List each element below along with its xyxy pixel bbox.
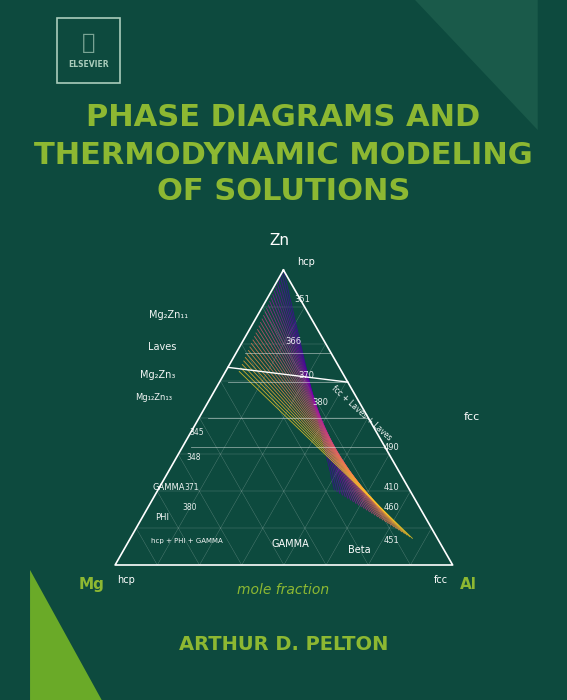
Text: hcp: hcp bbox=[297, 257, 315, 267]
Text: GAMMA: GAMMA bbox=[153, 483, 185, 492]
Polygon shape bbox=[415, 0, 538, 130]
Text: ARTHUR D. PELTON: ARTHUR D. PELTON bbox=[179, 636, 388, 654]
Text: 🌳: 🌳 bbox=[82, 33, 95, 52]
Text: 348: 348 bbox=[187, 453, 201, 462]
Text: Laves: Laves bbox=[149, 342, 177, 352]
Text: 380: 380 bbox=[312, 398, 328, 407]
Text: 345: 345 bbox=[189, 428, 204, 437]
Text: 410: 410 bbox=[384, 483, 400, 492]
Text: fcc: fcc bbox=[463, 412, 480, 422]
Text: Al: Al bbox=[460, 577, 477, 592]
Text: 380: 380 bbox=[182, 503, 197, 512]
Text: PHASE DIAGRAMS AND: PHASE DIAGRAMS AND bbox=[86, 104, 481, 132]
Text: Mg₂Zn₃: Mg₂Zn₃ bbox=[139, 370, 175, 380]
Text: ELSEVIER: ELSEVIER bbox=[68, 60, 108, 69]
Text: 351: 351 bbox=[294, 295, 310, 304]
Text: hcp + PHI + GAMMA: hcp + PHI + GAMMA bbox=[151, 538, 223, 544]
Text: Mg₁₂Zn₁₃: Mg₁₂Zn₁₃ bbox=[135, 393, 172, 402]
Text: fcc: fcc bbox=[434, 575, 448, 585]
Text: Beta: Beta bbox=[348, 545, 370, 555]
Text: 371: 371 bbox=[184, 483, 198, 492]
Text: mole fraction: mole fraction bbox=[238, 583, 329, 597]
Text: 366: 366 bbox=[285, 337, 301, 346]
Text: OF SOLUTIONS: OF SOLUTIONS bbox=[156, 178, 410, 206]
Text: THERMODYNAMIC MODELING: THERMODYNAMIC MODELING bbox=[34, 141, 533, 169]
Text: 451: 451 bbox=[384, 536, 400, 545]
Text: 370: 370 bbox=[299, 371, 315, 380]
Text: Mg₂Zn₁₁: Mg₂Zn₁₁ bbox=[149, 310, 188, 320]
Polygon shape bbox=[30, 570, 101, 700]
Text: fcc + Laves + Laves: fcc + Laves + Laves bbox=[330, 384, 393, 442]
Text: 490: 490 bbox=[384, 443, 400, 452]
Text: Mg: Mg bbox=[78, 577, 104, 592]
Text: GAMMA: GAMMA bbox=[272, 539, 310, 549]
Text: hcp: hcp bbox=[117, 575, 135, 585]
Text: Zn: Zn bbox=[269, 233, 289, 248]
Text: PHI: PHI bbox=[155, 513, 170, 522]
Text: 460: 460 bbox=[384, 503, 400, 512]
